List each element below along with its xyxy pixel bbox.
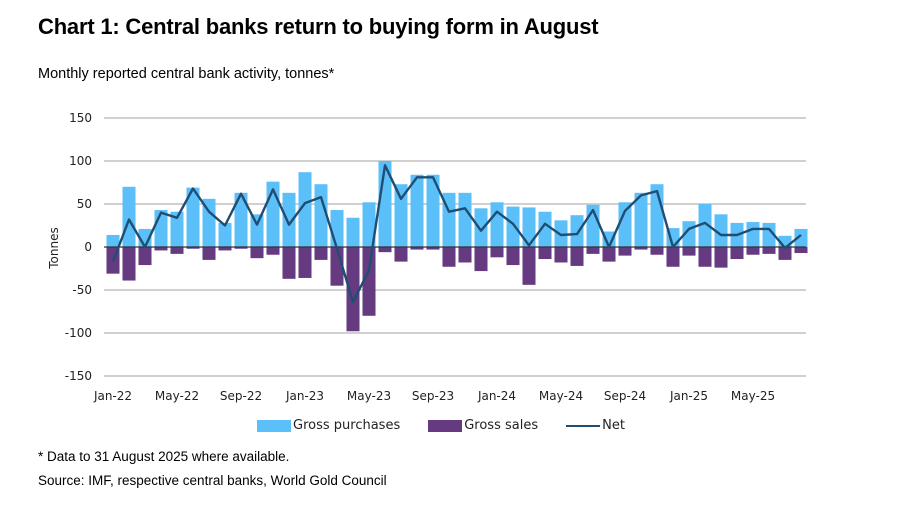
- x-tick-label: Sep-23: [412, 389, 454, 403]
- legend-label-purchases: Gross purchases: [293, 418, 400, 433]
- bar-gross-sales: [379, 247, 392, 252]
- bar-gross-sales: [667, 247, 680, 267]
- y-tick-label: 0: [84, 240, 92, 254]
- x-tick-label: Sep-24: [604, 389, 646, 403]
- bar-gross-sales: [699, 247, 712, 267]
- x-axis-ticks: Jan-22 May-22 Sep-22 Jan-23 May-23 Sep-23 Jan-…: [93, 389, 775, 403]
- y-axis-ticks: 150 100 50 0 -50 -100 -150: [65, 111, 92, 383]
- y-tick-label: 50: [77, 197, 92, 211]
- bar-gross-purchases: [507, 207, 520, 247]
- x-tick-label: Jan-25: [669, 389, 708, 403]
- bar-gross-sales: [587, 247, 600, 254]
- bar-gross-sales: [443, 247, 456, 267]
- x-tick-label: May-24: [539, 389, 583, 403]
- bar-gross-sales: [683, 247, 696, 256]
- bar-gross-purchases: [251, 214, 264, 247]
- bar-gross-sales: [251, 247, 264, 258]
- x-tick-label: May-23: [347, 389, 391, 403]
- bar-gross-purchases: [459, 193, 472, 247]
- bar-gross-purchases: [107, 235, 120, 247]
- legend-swatch-sales: [428, 420, 462, 432]
- bar-gross-sales: [395, 247, 408, 262]
- bar-gross-sales: [571, 247, 584, 266]
- bar-gross-sales: [283, 247, 296, 279]
- legend-item-gross-sales: Gross sales: [428, 418, 538, 433]
- bar-gross-sales: [619, 247, 632, 256]
- bar-gross-sales: [299, 247, 312, 278]
- bar-gross-purchases: [347, 218, 360, 247]
- bar-gross-sales: [203, 247, 216, 260]
- y-tick-label: -100: [65, 326, 92, 340]
- legend-line-net: [566, 425, 600, 427]
- bar-gross-sales: [315, 247, 328, 260]
- x-tick-label: Jan-23: [285, 389, 324, 403]
- bar-gross-sales: [507, 247, 520, 265]
- bar-gross-sales: [763, 247, 776, 254]
- legend-item-gross-purchases: Gross purchases: [257, 418, 400, 433]
- bars: [107, 161, 808, 331]
- bar-gross-sales: [491, 247, 504, 257]
- y-axis-label: Tonnes: [47, 227, 61, 269]
- legend: Gross purchases Gross sales Net: [257, 418, 653, 433]
- bar-gross-sales: [139, 247, 152, 265]
- x-tick-label: Sep-22: [220, 389, 262, 403]
- x-tick-label: Jan-22: [93, 389, 132, 403]
- y-tick-label: 150: [69, 111, 92, 125]
- bar-gross-purchases: [475, 208, 488, 247]
- bar-gross-sales: [475, 247, 488, 271]
- x-tick-label: May-22: [155, 389, 199, 403]
- bar-gross-purchases: [571, 215, 584, 247]
- bar-gross-purchases: [411, 175, 424, 247]
- legend-label-net: Net: [602, 418, 625, 433]
- bar-gross-sales: [603, 247, 616, 262]
- bar-gross-sales: [795, 247, 808, 253]
- bar-gross-sales: [459, 247, 472, 262]
- bar-gross-sales: [731, 247, 744, 259]
- bar-gross-purchases: [619, 202, 632, 247]
- bar-gross-sales: [171, 247, 184, 254]
- bar-gross-purchases: [491, 202, 504, 247]
- legend-swatch-purchases: [257, 420, 291, 432]
- bar-gross-sales: [651, 247, 664, 255]
- bar-gross-sales: [715, 247, 728, 268]
- x-tick-label: May-25: [731, 389, 775, 403]
- bar-gross-sales: [523, 247, 536, 285]
- bar-gross-purchases: [123, 187, 136, 247]
- bar-gross-purchases: [747, 222, 760, 247]
- bar-gross-sales: [555, 247, 568, 262]
- legend-label-sales: Gross sales: [464, 418, 538, 433]
- legend-item-net: Net: [566, 418, 625, 433]
- net-line: [113, 165, 801, 302]
- bar-gross-purchases: [331, 210, 344, 247]
- net-line-group: [113, 165, 801, 302]
- y-tick-label: 100: [69, 154, 92, 168]
- bar-gross-purchases: [155, 210, 168, 247]
- y-tick-label: -50: [72, 283, 92, 297]
- bar-gross-sales: [747, 247, 760, 255]
- footnote: * Data to 31 August 2025 where available…: [38, 449, 289, 464]
- source-note: Source: IMF, respective central banks, W…: [38, 473, 387, 488]
- y-tick-label: -150: [65, 369, 92, 383]
- bar-gross-sales: [539, 247, 552, 259]
- bar-gross-sales: [123, 247, 136, 281]
- x-tick-label: Jan-24: [477, 389, 516, 403]
- bar-gross-sales: [267, 247, 280, 255]
